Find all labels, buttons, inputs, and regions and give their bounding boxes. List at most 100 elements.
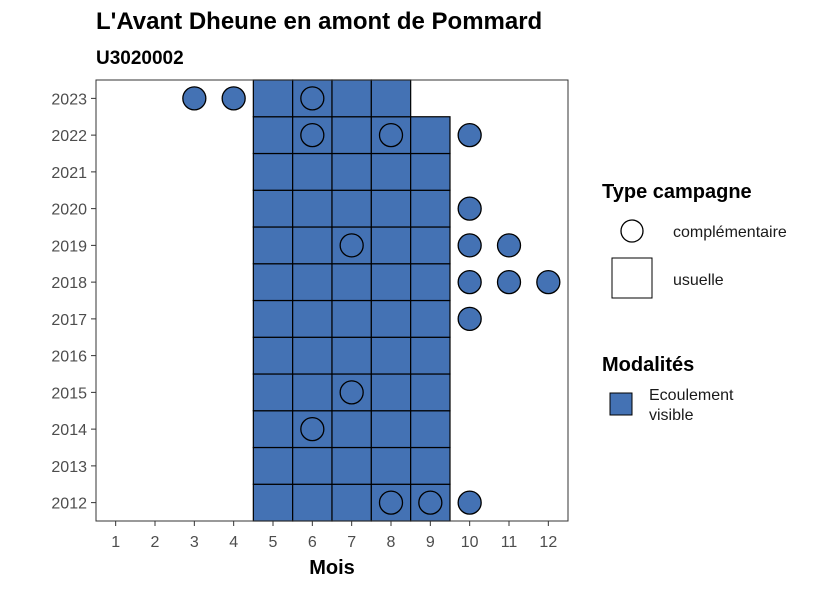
x-tick-label: 2 <box>151 534 160 551</box>
tile-2013-6 <box>292 446 333 485</box>
tile-2014-7 <box>331 410 372 449</box>
tile-2016-8 <box>370 336 412 375</box>
tile-2020-9 <box>410 189 451 228</box>
legend-type-campagne: Type campagne complémentaire usuelle <box>602 181 787 299</box>
tile-2019-6 <box>292 226 333 265</box>
tile-2017-6 <box>292 299 333 338</box>
point-2012-9 <box>418 490 443 515</box>
tile-2021-9 <box>410 152 451 191</box>
tile-2015-9 <box>410 373 451 412</box>
y-tick-label: 2012 <box>51 496 87 513</box>
x-axis-title: Mois <box>309 557 355 579</box>
y-tick-label: 2021 <box>51 165 87 182</box>
legend-title-type: Type campagne <box>602 181 752 203</box>
y-tick-label: 2023 <box>51 91 87 108</box>
tile-2023-8 <box>370 79 412 118</box>
y-axis: 2012 2013 2014 2015 2016 2017 2018 2019 2020 2021… <box>51 91 96 513</box>
y-tick-label: 2015 <box>51 385 87 402</box>
y-tick-label: 2019 <box>51 238 87 255</box>
tile-2019-9 <box>410 226 451 265</box>
point-2018-11 <box>496 269 522 295</box>
point-2019-11 <box>496 233 522 258</box>
tile-2021-7 <box>331 152 372 191</box>
x-axis: 1 2 3 4 5 6 7 8 9 10 11 12 <box>111 521 557 551</box>
x-tick-label: 1 <box>111 534 120 551</box>
legend-key-complementaire <box>620 219 644 243</box>
tile-2018-8 <box>370 263 412 302</box>
tile-2023-7 <box>331 79 372 118</box>
tile-2016-6 <box>292 336 333 375</box>
tile-2014-8 <box>370 410 412 449</box>
chart-title: L'Avant Dheune en amont de Pommard <box>96 8 542 35</box>
tile-2017-5 <box>252 299 294 338</box>
y-tick-label: 2017 <box>51 312 87 329</box>
plot-border <box>95 79 569 522</box>
y-tick-label: 2013 <box>51 459 87 476</box>
point-2022-6 <box>300 122 325 148</box>
tile-2013-9 <box>410 446 451 485</box>
x-tick-label: 4 <box>229 534 238 551</box>
tile-2018-9 <box>410 263 451 302</box>
tile-2019-5 <box>252 226 294 265</box>
tile-2012-6 <box>292 483 333 522</box>
tile-2020-6 <box>292 189 333 228</box>
legend-label-line-1: Ecoulement <box>649 387 734 404</box>
point-2019-7 <box>339 233 364 258</box>
x-tick-label: 5 <box>269 534 278 551</box>
point-2023-6 <box>300 86 325 111</box>
tile-2018-7 <box>331 263 372 302</box>
tile-2016-5 <box>252 336 294 375</box>
legend-key-ecoulement-visible <box>609 392 633 416</box>
y-tick-label: 2014 <box>51 422 87 439</box>
point-2020-10 <box>457 196 482 221</box>
y-tick-label: 2016 <box>51 349 87 366</box>
legend-modalites: Modalités Ecoulement visible <box>602 354 738 424</box>
tile-2015-8 <box>370 373 412 412</box>
x-tick-label: 6 <box>308 534 317 551</box>
tile-2020-7 <box>331 189 372 228</box>
tile-2014-5 <box>252 410 294 449</box>
tile-2012-7 <box>331 483 372 522</box>
tile-2017-7 <box>331 299 372 338</box>
tile-2020-5 <box>252 189 294 228</box>
legend-label-ecoulement-visible: Ecoulement visible <box>649 387 738 424</box>
tiles-layer <box>252 79 451 522</box>
x-tick-label: 8 <box>387 534 396 551</box>
point-2023-3 <box>182 86 207 111</box>
point-2022-10 <box>457 122 482 148</box>
point-2012-8 <box>378 490 404 515</box>
legend-key-usuelle <box>611 257 653 299</box>
x-tick-label: 12 <box>539 534 557 551</box>
points-layer <box>182 86 561 515</box>
tile-2021-8 <box>370 152 412 191</box>
tile-2017-8 <box>370 299 412 338</box>
tile-2018-5 <box>252 263 294 302</box>
legend-label-line-2: visible <box>649 407 694 424</box>
chart-subtitle: U3020002 <box>96 48 184 69</box>
point-2023-4 <box>221 86 246 111</box>
legend-label-complementaire: complémentaire <box>673 224 787 241</box>
tile-2017-9 <box>410 299 451 338</box>
legend-label-usuelle: usuelle <box>673 272 724 289</box>
tile-2015-6 <box>292 373 333 412</box>
x-tick-label: 11 <box>501 534 518 551</box>
tile-2013-8 <box>370 446 412 485</box>
tile-2013-5 <box>252 446 294 485</box>
tile-2016-9 <box>410 336 451 375</box>
point-2014-6 <box>300 416 325 442</box>
tile-2012-5 <box>252 483 294 522</box>
tile-2020-8 <box>370 189 412 228</box>
point-2015-7 <box>339 380 364 405</box>
tile-2013-7 <box>331 446 372 485</box>
y-tick-label: 2022 <box>51 128 87 145</box>
tile-2022-9 <box>410 116 451 155</box>
tile-2021-5 <box>252 152 294 191</box>
x-tick-label: 9 <box>426 534 435 551</box>
tile-2023-5 <box>252 79 294 118</box>
tile-2014-9 <box>410 410 451 449</box>
tile-2021-6 <box>292 152 333 191</box>
x-tick-label: 10 <box>461 534 479 551</box>
y-tick-label: 2020 <box>51 202 87 219</box>
tile-2018-6 <box>292 263 333 302</box>
